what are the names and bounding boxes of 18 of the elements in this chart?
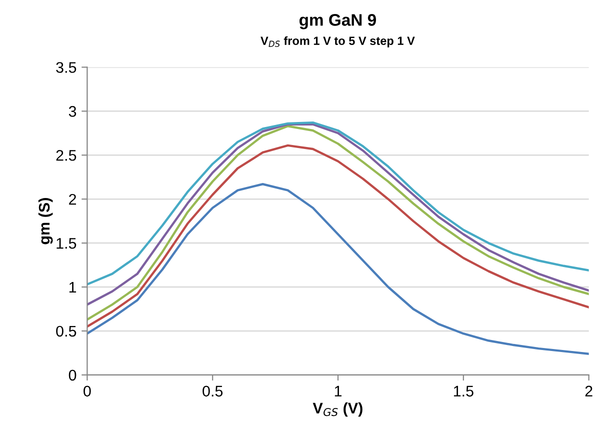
x-tick-label: 1.5 <box>454 386 474 397</box>
chart-title: gm GaN 9 <box>299 14 376 30</box>
y-tick-label: 0 <box>68 370 76 381</box>
y-tick-label: 3.5 <box>56 62 76 73</box>
line-series <box>87 183 589 355</box>
x-tick-label: 0.5 <box>202 386 223 397</box>
x-tick-label: 1 <box>334 386 342 396</box>
chart-subtitle: V$_{DS}$ from 1 V to 5 V step 1 V <box>260 36 415 48</box>
y-tick-label: 1.5 <box>56 238 76 249</box>
y-tick-label: 2.5 <box>56 150 76 161</box>
y-tick-label: 1 <box>69 282 76 293</box>
y-tick-label: 3 <box>68 106 76 117</box>
x-axis-title: V$_{GS}$ (V) <box>312 402 362 417</box>
y-axis-title: gm (S) <box>38 198 53 244</box>
x-tick-label: 2 <box>585 386 592 396</box>
y-tick-label: 0.5 <box>56 326 76 337</box>
x-tick-label: 0 <box>84 386 91 397</box>
y-tick-label: 2 <box>69 194 76 205</box>
